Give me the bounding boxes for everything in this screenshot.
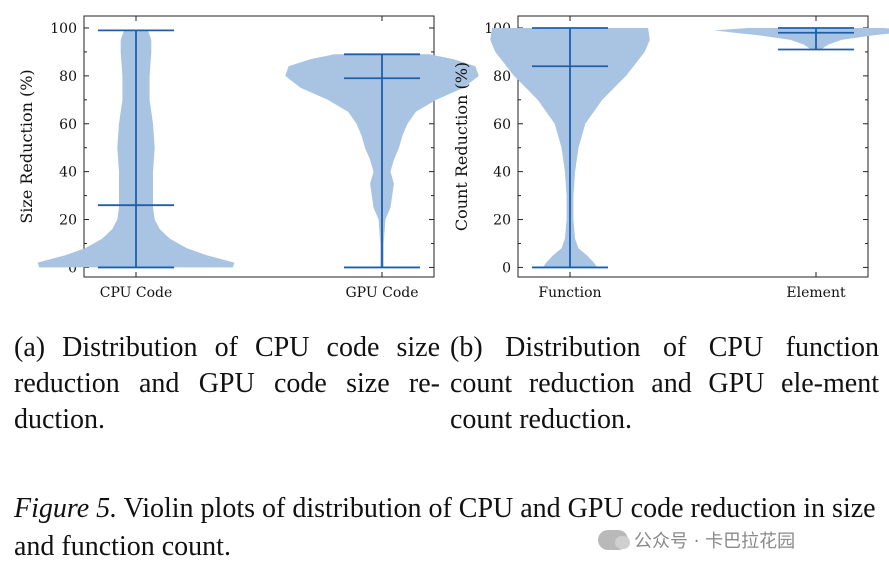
y-tick-label-0: 0 xyxy=(502,260,511,276)
x-tick-label-cpu-code: CPU Code xyxy=(100,285,173,301)
y-tick-label-100: 100 xyxy=(50,21,77,37)
wechat-icon xyxy=(598,530,630,550)
subcaption-a: (a) Distribution of CPU code size reduct… xyxy=(14,332,440,435)
y-tick-label-80: 80 xyxy=(59,69,77,85)
panel-a-violin-plot: 0 20 40 60 80 100 Size Reduction (%) CPU Code GP… xyxy=(17,15,479,301)
x-tick-label-function: Function xyxy=(538,285,601,301)
x-tick-label-gpu-code: GPU Code xyxy=(346,285,419,301)
figure-caption-text: Violin plots of distribution of CPU and … xyxy=(14,493,876,562)
watermark-text: 公众号 · 卡巴拉花园 xyxy=(634,531,796,552)
y-tick-label-80: 80 xyxy=(493,69,511,85)
y-tick-label-0: 0 xyxy=(68,260,77,276)
figure-label: Figure 5. xyxy=(14,493,118,524)
figure-caption: Figure 5. Violin plots of distribution o… xyxy=(14,490,880,566)
y-tick-label-20: 20 xyxy=(493,213,511,229)
y-tick-label-20: 20 xyxy=(59,213,77,229)
y-axis-label: Size Reduction (%) xyxy=(17,69,36,223)
y-tick-label-60: 60 xyxy=(59,117,77,133)
plot-frame xyxy=(83,15,435,278)
watermark: 公众号 · 卡巴拉花园 xyxy=(598,527,795,553)
violin-body-element xyxy=(714,28,889,50)
figure-svg: 0 20 40 60 80 100 Size Reduction (%) CPU Code GP… xyxy=(17,15,889,301)
y-axis-label: Count Reduction (%) xyxy=(452,62,471,231)
y-tick-label-60: 60 xyxy=(493,117,511,133)
panel-b-violin-plot: 020406080100Count Reduction (%)FunctionE… xyxy=(452,15,889,301)
subcaption-b: (b) Distribution of CPU function count r… xyxy=(450,332,879,435)
plot-frame xyxy=(517,15,869,278)
y-tick-label-40: 40 xyxy=(59,165,77,181)
y-tick-label-40: 40 xyxy=(493,165,511,181)
x-tick-label-element: Element xyxy=(786,285,846,301)
